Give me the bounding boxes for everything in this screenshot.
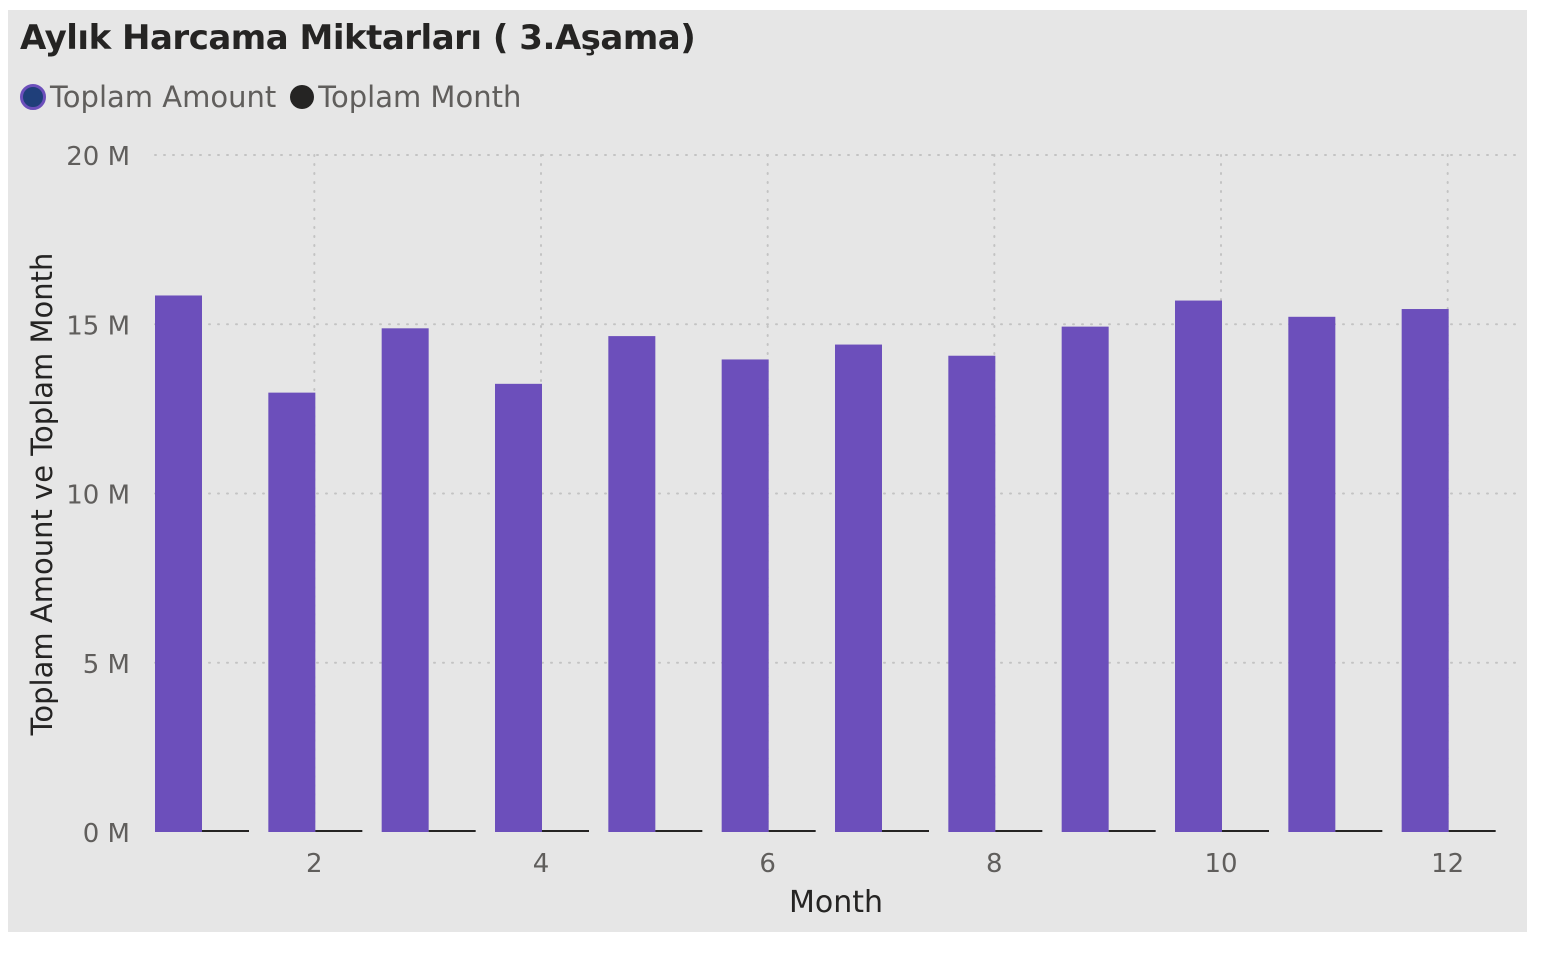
legend-marker-toplam-month-icon <box>290 85 315 109</box>
bar-toplam-amount <box>1061 326 1109 832</box>
chart-title: Aylık Harcama Miktarları ( 3.Aşama) <box>20 18 696 58</box>
x-tick-label: 8 <box>986 849 1003 879</box>
legend-label-toplam-month: Toplam Month <box>318 80 522 114</box>
legend-label-toplam-amount: Toplam Amount <box>50 80 277 114</box>
bar-toplam-amount <box>495 383 542 832</box>
legend-marker-toplam-amount-icon <box>20 84 46 110</box>
x-tick-label: 6 <box>759 849 776 879</box>
y-tick-label: 20 M <box>66 142 130 172</box>
bar-toplam-month <box>315 830 363 832</box>
y-axis-title: Toplam Amount ve Toplam Month <box>25 253 59 737</box>
bar-toplam-month <box>995 830 1043 832</box>
x-tick-label: 10 <box>1204 849 1237 879</box>
x-tick-label: 4 <box>533 849 550 879</box>
bar-toplam-amount <box>1401 309 1449 833</box>
bar-toplam-amount <box>721 359 769 832</box>
bar-toplam-month <box>655 830 703 832</box>
bar-toplam-amount <box>1175 300 1222 832</box>
bar-toplam-month <box>882 830 929 832</box>
y-tick-label: 15 M <box>66 311 130 341</box>
bar-toplam-month <box>428 830 476 832</box>
y-axis-ticks: 0 M 5 M 10 M 15 M 20 M <box>66 142 130 849</box>
bar-toplam-amount <box>948 355 996 832</box>
bar-toplam-amount <box>268 392 316 832</box>
x-tick-label: 2 <box>306 849 323 879</box>
x-axis-ticks: 2 4 6 8 10 12 <box>306 849 1464 879</box>
bar-toplam-month <box>1448 830 1496 832</box>
bar-toplam-month <box>1335 830 1383 832</box>
bar-toplam-amount <box>155 295 202 832</box>
bar-toplam-month <box>202 830 249 832</box>
y-tick-label: 10 M <box>66 481 130 511</box>
bar-toplam-month <box>768 830 816 832</box>
bars <box>155 295 1496 833</box>
bar-toplam-amount <box>608 336 656 832</box>
bar-toplam-amount <box>1288 316 1336 833</box>
x-axis-title: Month <box>789 885 883 920</box>
x-tick-label: 12 <box>1431 849 1464 879</box>
bar-toplam-month <box>1222 830 1269 832</box>
legend-item-toplam-amount[interactable]: Toplam Amount <box>20 80 276 114</box>
y-tick-label: 0 M <box>83 819 130 849</box>
y-tick-label: 5 M <box>83 650 130 680</box>
chart-legend: Toplam Amount Toplam Month <box>20 80 535 114</box>
bar-toplam-amount <box>381 328 429 832</box>
bar-toplam-month <box>1108 830 1156 832</box>
bar-toplam-amount <box>835 344 882 832</box>
legend-item-toplam-month[interactable]: Toplam Month <box>290 80 521 114</box>
bar-toplam-month <box>542 830 589 832</box>
